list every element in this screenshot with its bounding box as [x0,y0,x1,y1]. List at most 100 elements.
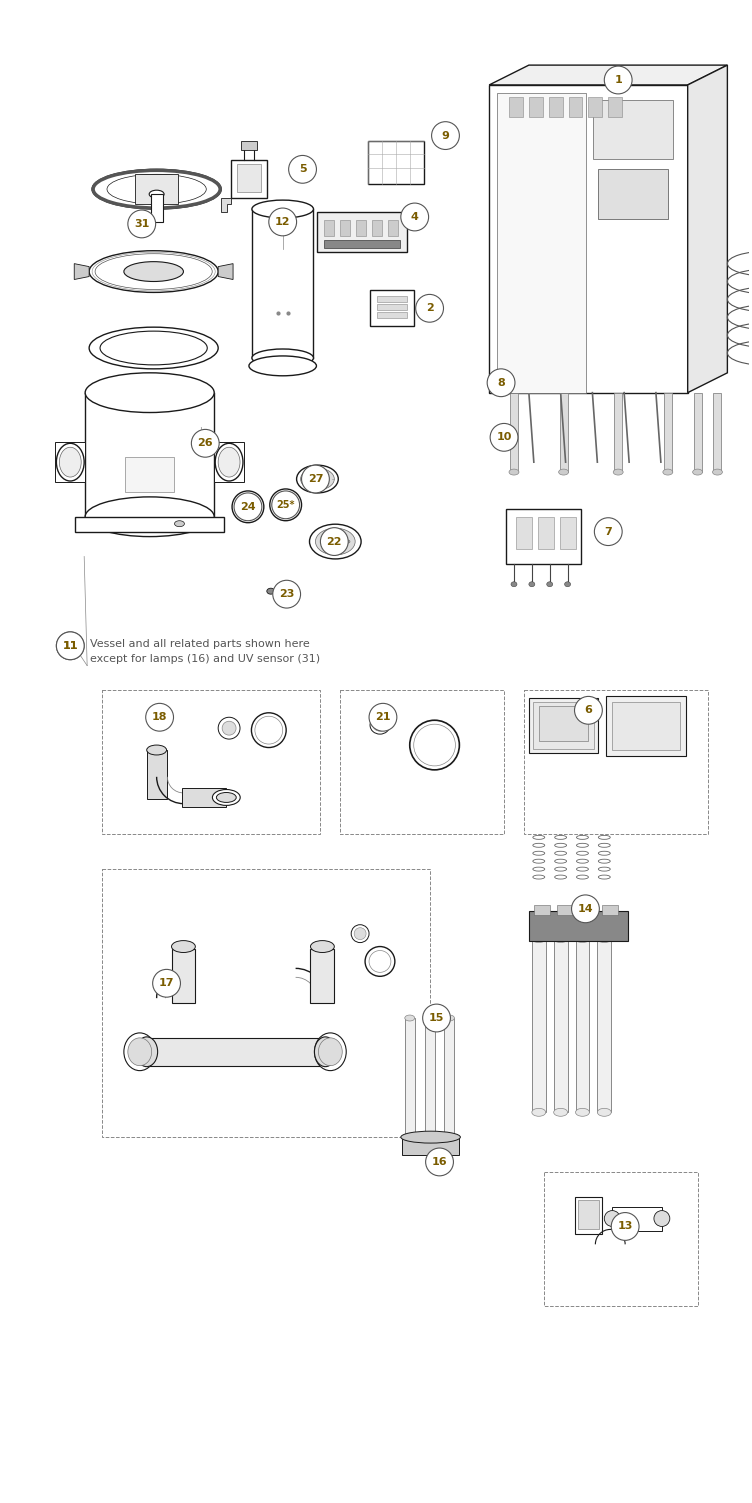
Ellipse shape [597,1108,611,1117]
Bar [340,219,350,236]
Circle shape [56,631,84,660]
Ellipse shape [85,497,214,537]
Bar [614,392,622,472]
Bar [612,702,680,750]
Ellipse shape [124,262,183,281]
Text: 9: 9 [441,131,450,141]
Circle shape [369,703,397,730]
Text: 14: 14 [578,903,593,914]
Circle shape [128,210,156,237]
Ellipse shape [340,547,344,550]
Ellipse shape [252,349,314,367]
Ellipse shape [232,491,264,523]
Ellipse shape [56,443,84,481]
Ellipse shape [249,356,317,376]
Bar [237,164,261,192]
Bar [606,696,686,756]
Text: 5: 5 [299,164,306,174]
Text: 6: 6 [584,705,593,715]
Bar [372,219,382,236]
Bar [549,96,562,117]
Polygon shape [489,65,727,86]
Ellipse shape [405,1015,414,1021]
Bar [529,911,628,941]
Bar [524,690,708,834]
Bar [182,788,226,807]
Ellipse shape [89,328,218,368]
Text: 17: 17 [159,978,174,989]
Ellipse shape [654,1210,670,1226]
Bar [599,170,668,219]
Text: 12: 12 [275,216,290,227]
Ellipse shape [354,927,366,939]
Ellipse shape [373,720,387,730]
Ellipse shape [171,941,196,953]
Bar [533,702,594,748]
Circle shape [594,517,622,546]
Ellipse shape [236,494,260,519]
Ellipse shape [553,1108,568,1117]
Bar [368,141,423,185]
Circle shape [432,122,459,149]
Bar [324,240,400,248]
Ellipse shape [597,935,611,942]
Bar [317,212,407,251]
Ellipse shape [351,924,369,942]
Bar [544,1172,698,1306]
Ellipse shape [613,469,623,475]
Text: 18: 18 [152,712,168,723]
Text: 4: 4 [411,212,419,222]
Ellipse shape [405,1135,414,1141]
Ellipse shape [212,789,240,806]
Bar [714,392,721,472]
Circle shape [490,424,518,451]
Bar [578,1199,599,1229]
Polygon shape [75,517,224,532]
Ellipse shape [136,1037,158,1067]
Text: 31: 31 [134,219,150,228]
Text: 15: 15 [429,1013,444,1024]
Circle shape [146,703,174,730]
Ellipse shape [124,1033,156,1070]
Circle shape [273,580,301,609]
Ellipse shape [547,582,553,586]
Ellipse shape [252,200,314,218]
Ellipse shape [270,488,302,520]
Ellipse shape [217,792,236,803]
Bar [356,219,366,236]
Bar [231,161,267,198]
Circle shape [234,493,262,520]
Polygon shape [489,86,687,392]
Text: 13: 13 [617,1222,633,1231]
Bar [425,1018,435,1138]
Circle shape [56,631,84,660]
Circle shape [271,491,299,519]
Text: 16: 16 [432,1157,447,1166]
Bar [612,1207,662,1231]
Bar [580,905,596,915]
Text: except for lamps (16) and UV sensor (31): except for lamps (16) and UV sensor (31) [90,654,320,664]
Ellipse shape [128,1039,152,1066]
Text: 21: 21 [375,712,391,723]
Bar [575,938,590,1112]
Polygon shape [221,198,231,212]
Ellipse shape [218,448,240,476]
Polygon shape [252,209,314,358]
Ellipse shape [267,588,274,594]
Ellipse shape [301,467,335,490]
Polygon shape [214,442,244,482]
Ellipse shape [296,464,338,493]
Bar [102,869,429,1138]
Ellipse shape [85,373,214,412]
Circle shape [423,1004,450,1033]
Bar [538,517,553,549]
Bar [559,517,575,549]
Text: 1: 1 [614,75,622,86]
Ellipse shape [340,534,344,537]
Circle shape [605,66,632,93]
Bar [532,938,546,1112]
Ellipse shape [107,174,206,204]
Ellipse shape [89,251,218,293]
Ellipse shape [218,717,240,739]
Bar [693,392,702,472]
